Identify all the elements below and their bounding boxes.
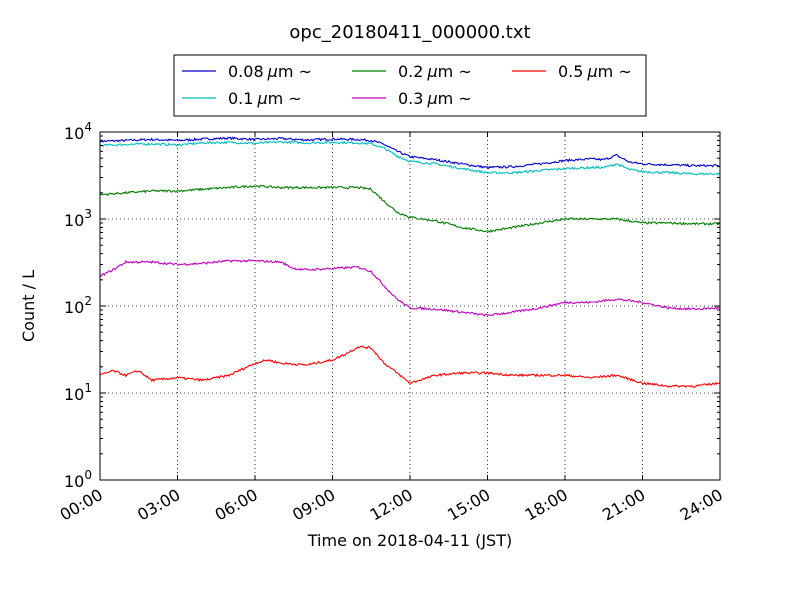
series-line	[99, 140, 721, 176]
legend-mu: μ	[256, 89, 267, 108]
legend-unit: m ~	[278, 62, 312, 81]
legend: 0.08 μm ~0.1 μm ~0.2 μm ~0.3 μm ~0.5 μm ~	[173, 54, 647, 117]
series-line	[99, 259, 721, 317]
chart-title: opc_20180411_000000.txt	[289, 22, 530, 43]
legend-label: 0.3 μm ~	[398, 89, 472, 108]
y-tick-base: 10	[64, 211, 84, 230]
y-tick-exponent: 3	[84, 207, 92, 221]
legend-label: 0.5 μm ~	[558, 62, 632, 81]
y-tick-exponent: 2	[84, 294, 92, 308]
legend-size: 0.3	[398, 89, 423, 108]
legend-size: 0.08	[228, 62, 264, 81]
legend-unit: m ~	[598, 62, 632, 81]
series-line	[99, 184, 721, 233]
legend-unit: m ~	[438, 62, 472, 81]
legend-mu: μ	[426, 62, 437, 81]
series-group	[99, 136, 721, 388]
y-axis-label: Count / L	[19, 270, 38, 342]
legend-label: 0.1 μm ~	[228, 89, 302, 108]
y-tick-exponent: 0	[84, 468, 92, 482]
y-tick-label: 101	[64, 381, 92, 404]
legend-frame	[173, 54, 647, 117]
series-line	[99, 136, 721, 170]
legend-label: 0.2 μm ~	[398, 62, 472, 81]
x-axis-label: Time on 2018-04-11 (JST)	[307, 531, 512, 550]
y-tick-label: 103	[64, 207, 92, 230]
series-line	[99, 345, 721, 388]
y-tick-base: 10	[64, 385, 84, 404]
legend-size: 0.5	[558, 62, 583, 81]
legend-label: 0.08 μm ~	[228, 62, 312, 81]
y-tick-label: 102	[64, 294, 92, 317]
legend-unit: m ~	[438, 89, 472, 108]
legend-mu: μ	[267, 62, 278, 81]
y-tick-exponent: 4	[84, 120, 92, 134]
legend-unit: m ~	[268, 89, 302, 108]
y-tick-base: 10	[64, 472, 84, 491]
legend-mu: μ	[426, 89, 437, 108]
legend-mu: μ	[586, 62, 597, 81]
y-tick-base: 10	[64, 298, 84, 317]
y-tick-label: 100	[64, 468, 92, 491]
legend-size: 0.2	[398, 62, 423, 81]
y-tick-exponent: 1	[84, 381, 92, 395]
y-tick-label: 104	[64, 120, 92, 143]
legend-size: 0.1	[228, 89, 253, 108]
y-tick-base: 10	[64, 124, 84, 143]
